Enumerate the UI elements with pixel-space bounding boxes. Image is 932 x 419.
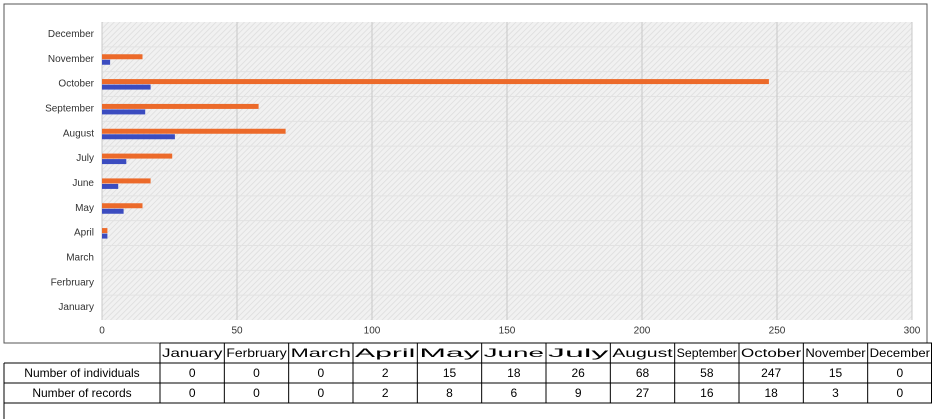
y-tick-label: December (48, 29, 95, 40)
x-tick-label: 50 (231, 326, 243, 337)
table-header: April (355, 346, 415, 360)
x-tick-label: 150 (499, 326, 516, 337)
table-value: 26 (571, 366, 585, 380)
bar (102, 203, 143, 209)
bar (102, 84, 151, 90)
table-header: October (741, 346, 801, 360)
bar (102, 79, 769, 85)
table-value: 9 (575, 386, 582, 400)
bar (102, 54, 143, 60)
table-header: March (291, 346, 351, 360)
table-header: December (870, 346, 930, 360)
y-tick-label: Ferbruary (51, 277, 94, 288)
y-tick-label: March (66, 253, 94, 264)
table-value: 15 (829, 366, 843, 380)
x-tick-label: 300 (904, 326, 921, 337)
table-value: 6 (510, 386, 517, 400)
bar (102, 153, 173, 159)
x-tick-label: 250 (769, 326, 786, 337)
table-value: 0 (253, 386, 260, 400)
table-value: 2 (382, 366, 389, 380)
table-value: 16 (700, 386, 714, 400)
table-value: 58 (700, 366, 714, 380)
bar (102, 183, 119, 189)
table-value: 3 (832, 386, 839, 400)
bar (102, 59, 111, 65)
table-header: Ferbruary (226, 346, 286, 360)
bar (102, 134, 175, 140)
y-tick-label: January (58, 302, 94, 313)
table-value: 0 (896, 386, 903, 400)
x-tick-label: 100 (364, 326, 381, 337)
bar (102, 233, 108, 239)
table-value: 0 (189, 386, 196, 400)
table-header: January (162, 346, 222, 360)
table-value: 2 (382, 386, 389, 400)
y-tick-label: September (45, 104, 95, 115)
table-header: June (484, 346, 545, 360)
table-value: 18 (764, 386, 778, 400)
bar (102, 178, 151, 184)
y-tick-label: May (75, 203, 94, 214)
table-header: May (419, 346, 479, 360)
table-value: 0 (253, 366, 260, 380)
y-tick-label: July (76, 153, 94, 164)
table-value: 0 (317, 386, 324, 400)
y-tick-label: November (48, 54, 95, 65)
bar (102, 109, 146, 115)
bar (102, 103, 259, 109)
x-tick-label: 0 (99, 326, 105, 337)
table-value: 0 (189, 366, 196, 380)
table-value: 15 (443, 366, 457, 380)
bar (102, 159, 127, 165)
table-header: August (612, 346, 673, 360)
bar (102, 128, 286, 134)
table-value: 8 (446, 386, 453, 400)
table-value: 27 (636, 386, 650, 400)
bar (102, 208, 124, 214)
table-header: November (805, 346, 865, 360)
bar (102, 228, 108, 234)
y-tick-label: June (72, 178, 94, 189)
table-value: 0 (896, 366, 903, 380)
table-value: 18 (507, 366, 521, 380)
legend-label: Number of records (32, 386, 131, 400)
y-tick-label: October (58, 79, 94, 90)
x-tick-label: 200 (634, 326, 651, 337)
y-tick-label: April (74, 228, 94, 239)
y-tick-label: August (63, 128, 94, 139)
legend-label: Number of individuals (24, 366, 139, 380)
table-value: 247 (761, 366, 781, 380)
table-value: 0 (317, 366, 324, 380)
table-header: September (677, 346, 737, 360)
table-header: July (548, 346, 608, 360)
table-value: 68 (636, 366, 650, 380)
